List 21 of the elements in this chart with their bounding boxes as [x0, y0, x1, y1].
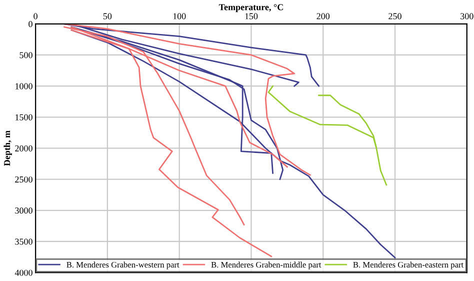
x-tick-label: 300 — [460, 13, 474, 20]
x-tick-label: 250 — [388, 13, 402, 20]
y-tick-label: 4000 — [14, 270, 32, 276]
x-tick-label: 50 — [103, 13, 112, 20]
legend-label: B. Menderes Graben-western part — [66, 262, 180, 270]
x-tick-label: 0 — [34, 13, 38, 20]
x-tick-label: 100 — [173, 13, 186, 20]
y-tick-label: 1000 — [16, 83, 32, 90]
y-tick-label: 0 — [28, 21, 32, 28]
y-tick-label: 2000 — [15, 145, 32, 152]
legend-label: B. Menderes Graben-middle part — [211, 262, 322, 270]
x-tick-label: 200 — [316, 13, 330, 20]
x-tick-label: 150 — [245, 13, 258, 20]
x-axis-title: Temperature, °C — [218, 4, 283, 12]
y-tick-label: 500 — [20, 52, 32, 58]
y-axis-title: Depth, m — [4, 130, 12, 166]
y-tick-label: 1500 — [16, 114, 32, 120]
legend-label: B. Menderes Graben-eastern part — [353, 262, 464, 270]
y-tick-label: 3500 — [15, 238, 32, 245]
y-tick-label: 3000 — [15, 208, 32, 214]
y-tick-label: 2500 — [15, 176, 32, 183]
